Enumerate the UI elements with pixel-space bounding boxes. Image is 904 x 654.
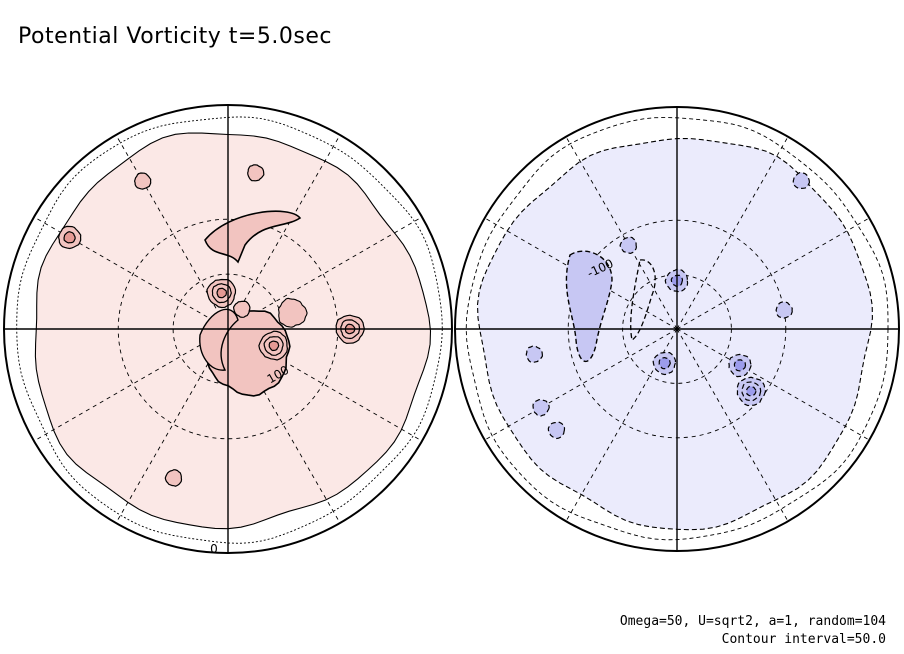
vortex-contour [247, 164, 265, 182]
hemisphere-contents [465, 117, 889, 541]
vortex-contour [525, 345, 544, 363]
meridian-line [115, 328, 229, 524]
hemisphere-contents [16, 116, 443, 544]
vortex-contour [658, 356, 671, 370]
hemisphere-boundary [454, 106, 900, 552]
meridian-line [227, 216, 423, 330]
vortex-contour [277, 297, 308, 328]
meridian-line [676, 217, 870, 330]
meridian-line [227, 328, 423, 442]
meridian-line [676, 328, 870, 441]
footer-params: Omega=50, U=sqrt2, a=1, random=104 [619, 614, 886, 629]
meridian-line [676, 328, 789, 522]
meridian-line [33, 328, 229, 442]
vortex-contour [775, 301, 793, 319]
chart-title: Potential Vorticity t=5.0sec [18, 24, 332, 49]
contour-label: 0 [210, 542, 218, 556]
jet-contour [565, 250, 613, 362]
meridian-line [484, 328, 678, 441]
jet-contour [630, 259, 656, 342]
field-contour [476, 137, 873, 531]
vortex-contour [63, 231, 76, 244]
meridian-line [484, 217, 678, 330]
meridian-line [565, 328, 678, 522]
vortex-contour [532, 398, 550, 417]
right-hemisphere-panel: -100 [454, 106, 900, 552]
meridian-line [676, 136, 789, 330]
vortex-contour [268, 340, 280, 352]
vortex-contour [733, 359, 747, 372]
vortex-contour [792, 171, 811, 190]
vortex-contour [745, 385, 757, 397]
meridian-line [115, 134, 229, 330]
hemisphere-boundary [3, 104, 453, 554]
vortex-contour [547, 421, 566, 440]
meridian-line [227, 328, 341, 524]
meridian-line [565, 136, 678, 330]
jet-contour [204, 210, 302, 264]
vortex-contour [164, 469, 183, 487]
vortex-contour [133, 172, 152, 190]
vortex-contour [216, 287, 228, 299]
vortex-contour [619, 236, 638, 255]
meridian-line [227, 134, 341, 330]
vortex-contour [232, 300, 251, 318]
footer-contour-interval: Contour interval=50.0 [721, 632, 886, 647]
